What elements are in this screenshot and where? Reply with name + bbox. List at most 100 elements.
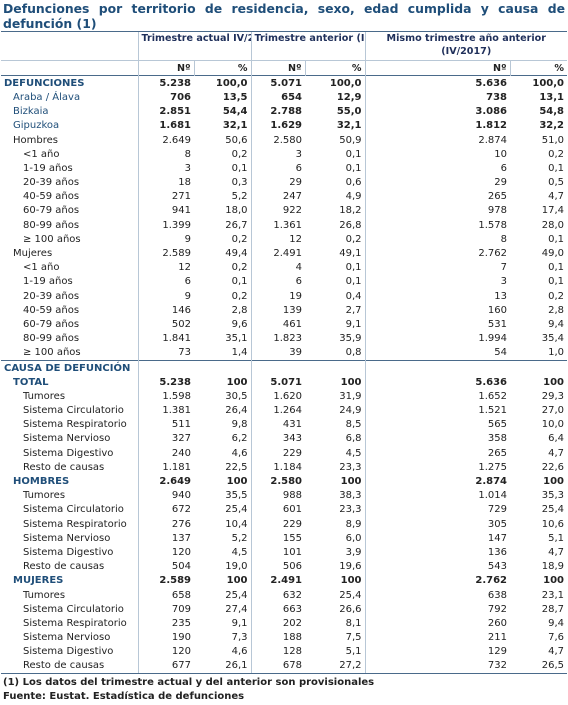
percent-cell: 100 [543,376,564,388]
percent-cell: 32,1 [222,120,248,132]
percent-cell: 4,7 [548,546,564,558]
count-cell: 13 [364,289,510,304]
count-cell: 1.841 [137,331,194,346]
count-cell: 5.238 [137,375,194,390]
table-row: 60-79 años 502 9,6 461 9,1 531 9,4 [1,317,567,332]
table-row: Tumores 658 25,4 632 25,4 638 23,1 [1,587,567,603]
count-cell: 188 [250,630,305,645]
count-cell: 120 [137,644,194,659]
count-cell: 265 [364,446,510,461]
percent-cell: 31,9 [339,390,362,402]
percent-cell: 100 [543,476,564,488]
count-cell: 327 [137,431,194,447]
pct-header: % [193,59,251,76]
percent-cell: 32,1 [336,120,362,132]
percent-cell: 0,1 [345,148,362,160]
count-cell: 978 [364,203,510,219]
table-row: Sistema Respiratorio 276 10,4 229 8,9 305 10,6 [1,517,567,532]
table-row: Tumores 940 35,5 988 38,3 1.014 35,3 [1,488,567,503]
table-row: MUJERES 2.589 100 2.491 100 2.762 100 [1,573,567,588]
data-table: Trimestre actual IV/2018 Trimestre anter… [1,31,567,675]
count-cell: 1.652 [364,389,510,404]
percent-cell: 0,6 [345,177,362,189]
count-cell: 137 [137,531,194,546]
row-label: 80-99 años [23,333,80,345]
count-cell: 502 [137,317,194,332]
table-row: Resto de causas 1.181 22,5 1.184 23,3 1.275 22… [1,460,567,475]
percent-cell: 6,0 [345,532,362,544]
count-cell: 2.874 [364,474,510,489]
percent-cell: 100 [543,575,564,587]
count-cell: 1.184 [250,460,305,475]
count-cell: 5.071 [250,75,305,91]
header-row: Trimestre actual IV/2018 Trimestre anter… [1,31,567,61]
table-row: Sistema Circulatorio 709 27,4 663 26,6 792 28,… [1,602,567,617]
percent-cell: 0,1 [345,262,362,274]
percent-cell: 18,0 [225,205,248,217]
row-label: Sistema Respiratorio [23,518,127,530]
row-label: Sistema Digestivo [23,546,114,558]
percent-cell: 0,1 [345,276,362,288]
count-cell: 129 [364,644,510,659]
percent-cell: 26,7 [225,219,248,231]
percent-cell: 19,0 [225,561,248,573]
percent-cell: 5,2 [231,532,248,544]
count-cell: 4 [250,260,305,275]
count-cell: 1.521 [364,403,510,418]
count-cell: 1.994 [364,331,510,346]
percent-cell: 0,2 [548,290,564,302]
count-cell: 128 [250,644,305,659]
percent-cell: 100,0 [329,77,362,89]
percent-cell: 0,8 [345,347,362,359]
row-label: Tumores [23,490,66,502]
percent-cell: 4,5 [345,447,362,459]
row-label: Sistema Circulatorio [23,603,124,615]
count-cell: 229 [250,446,305,461]
count-cell: 190 [137,630,194,645]
percent-cell: 26,4 [225,405,248,417]
table-row: Sistema Digestivo 120 4,5 101 3,9 136 4,7 [1,545,567,560]
percent-cell: 13,1 [539,91,564,103]
row-label: Sistema Digestivo [23,447,114,459]
percent-cell: 5,1 [548,532,564,544]
count-cell: 29 [364,175,510,190]
table-row: 1-19 años 3 0,1 6 0,1 6 0,1 [1,161,567,176]
empty-cell [305,359,365,376]
count-cell: 792 [364,602,510,617]
empty-cell [250,359,305,376]
row-label: 40-59 años [23,191,80,203]
table-row: Bizkaia 2.851 54,4 2.788 55,0 3.086 54,8 [1,104,567,119]
count-cell: 7 [364,260,510,275]
percent-cell: 5,1 [345,646,362,658]
subheader-row: Nº % Nº % Nº % [1,59,567,76]
row-label: Sistema Circulatorio [23,504,124,516]
causes-section-title: CAUSA DE DEFUNCIÓN [1,359,138,376]
count-cell: 922 [250,203,305,219]
count-cell: 709 [137,602,194,617]
count-cell: 6 [250,161,305,176]
percent-cell: 38,3 [339,490,362,502]
percent-cell: 4,9 [345,191,362,203]
table-row: HOMBRES 2.649 100 2.580 100 2.874 100 [1,474,567,489]
row-label: Sistema Digestivo [23,646,114,658]
table-row: Sistema Digestivo 240 4,6 229 4,5 265 4,7 [1,446,567,461]
count-cell: 5.071 [250,375,305,390]
percent-cell: 50,6 [225,134,248,146]
percent-cell: 25,4 [339,589,362,601]
count-cell: 6 [137,274,194,289]
percent-cell: 9,1 [345,318,362,330]
pct-header: % [509,59,567,76]
percent-cell: 30,5 [225,390,248,402]
count-cell: 2.491 [250,246,305,261]
count-cell: 8 [137,147,194,162]
percent-cell: 0,1 [548,233,564,245]
percent-cell: 13,5 [222,91,248,103]
empty-cell [137,359,194,376]
percent-cell: 17,4 [541,205,564,217]
count-cell: 2.580 [250,474,305,489]
table-row: <1 año 12 0,2 4 0,1 7 0,1 [1,260,567,275]
row-label: MUJERES [13,575,64,587]
count-cell: 358 [364,431,510,447]
table-row: 1-19 años 6 0,1 6 0,1 3 0,1 [1,274,567,289]
row-label: Mujeres [13,248,53,260]
